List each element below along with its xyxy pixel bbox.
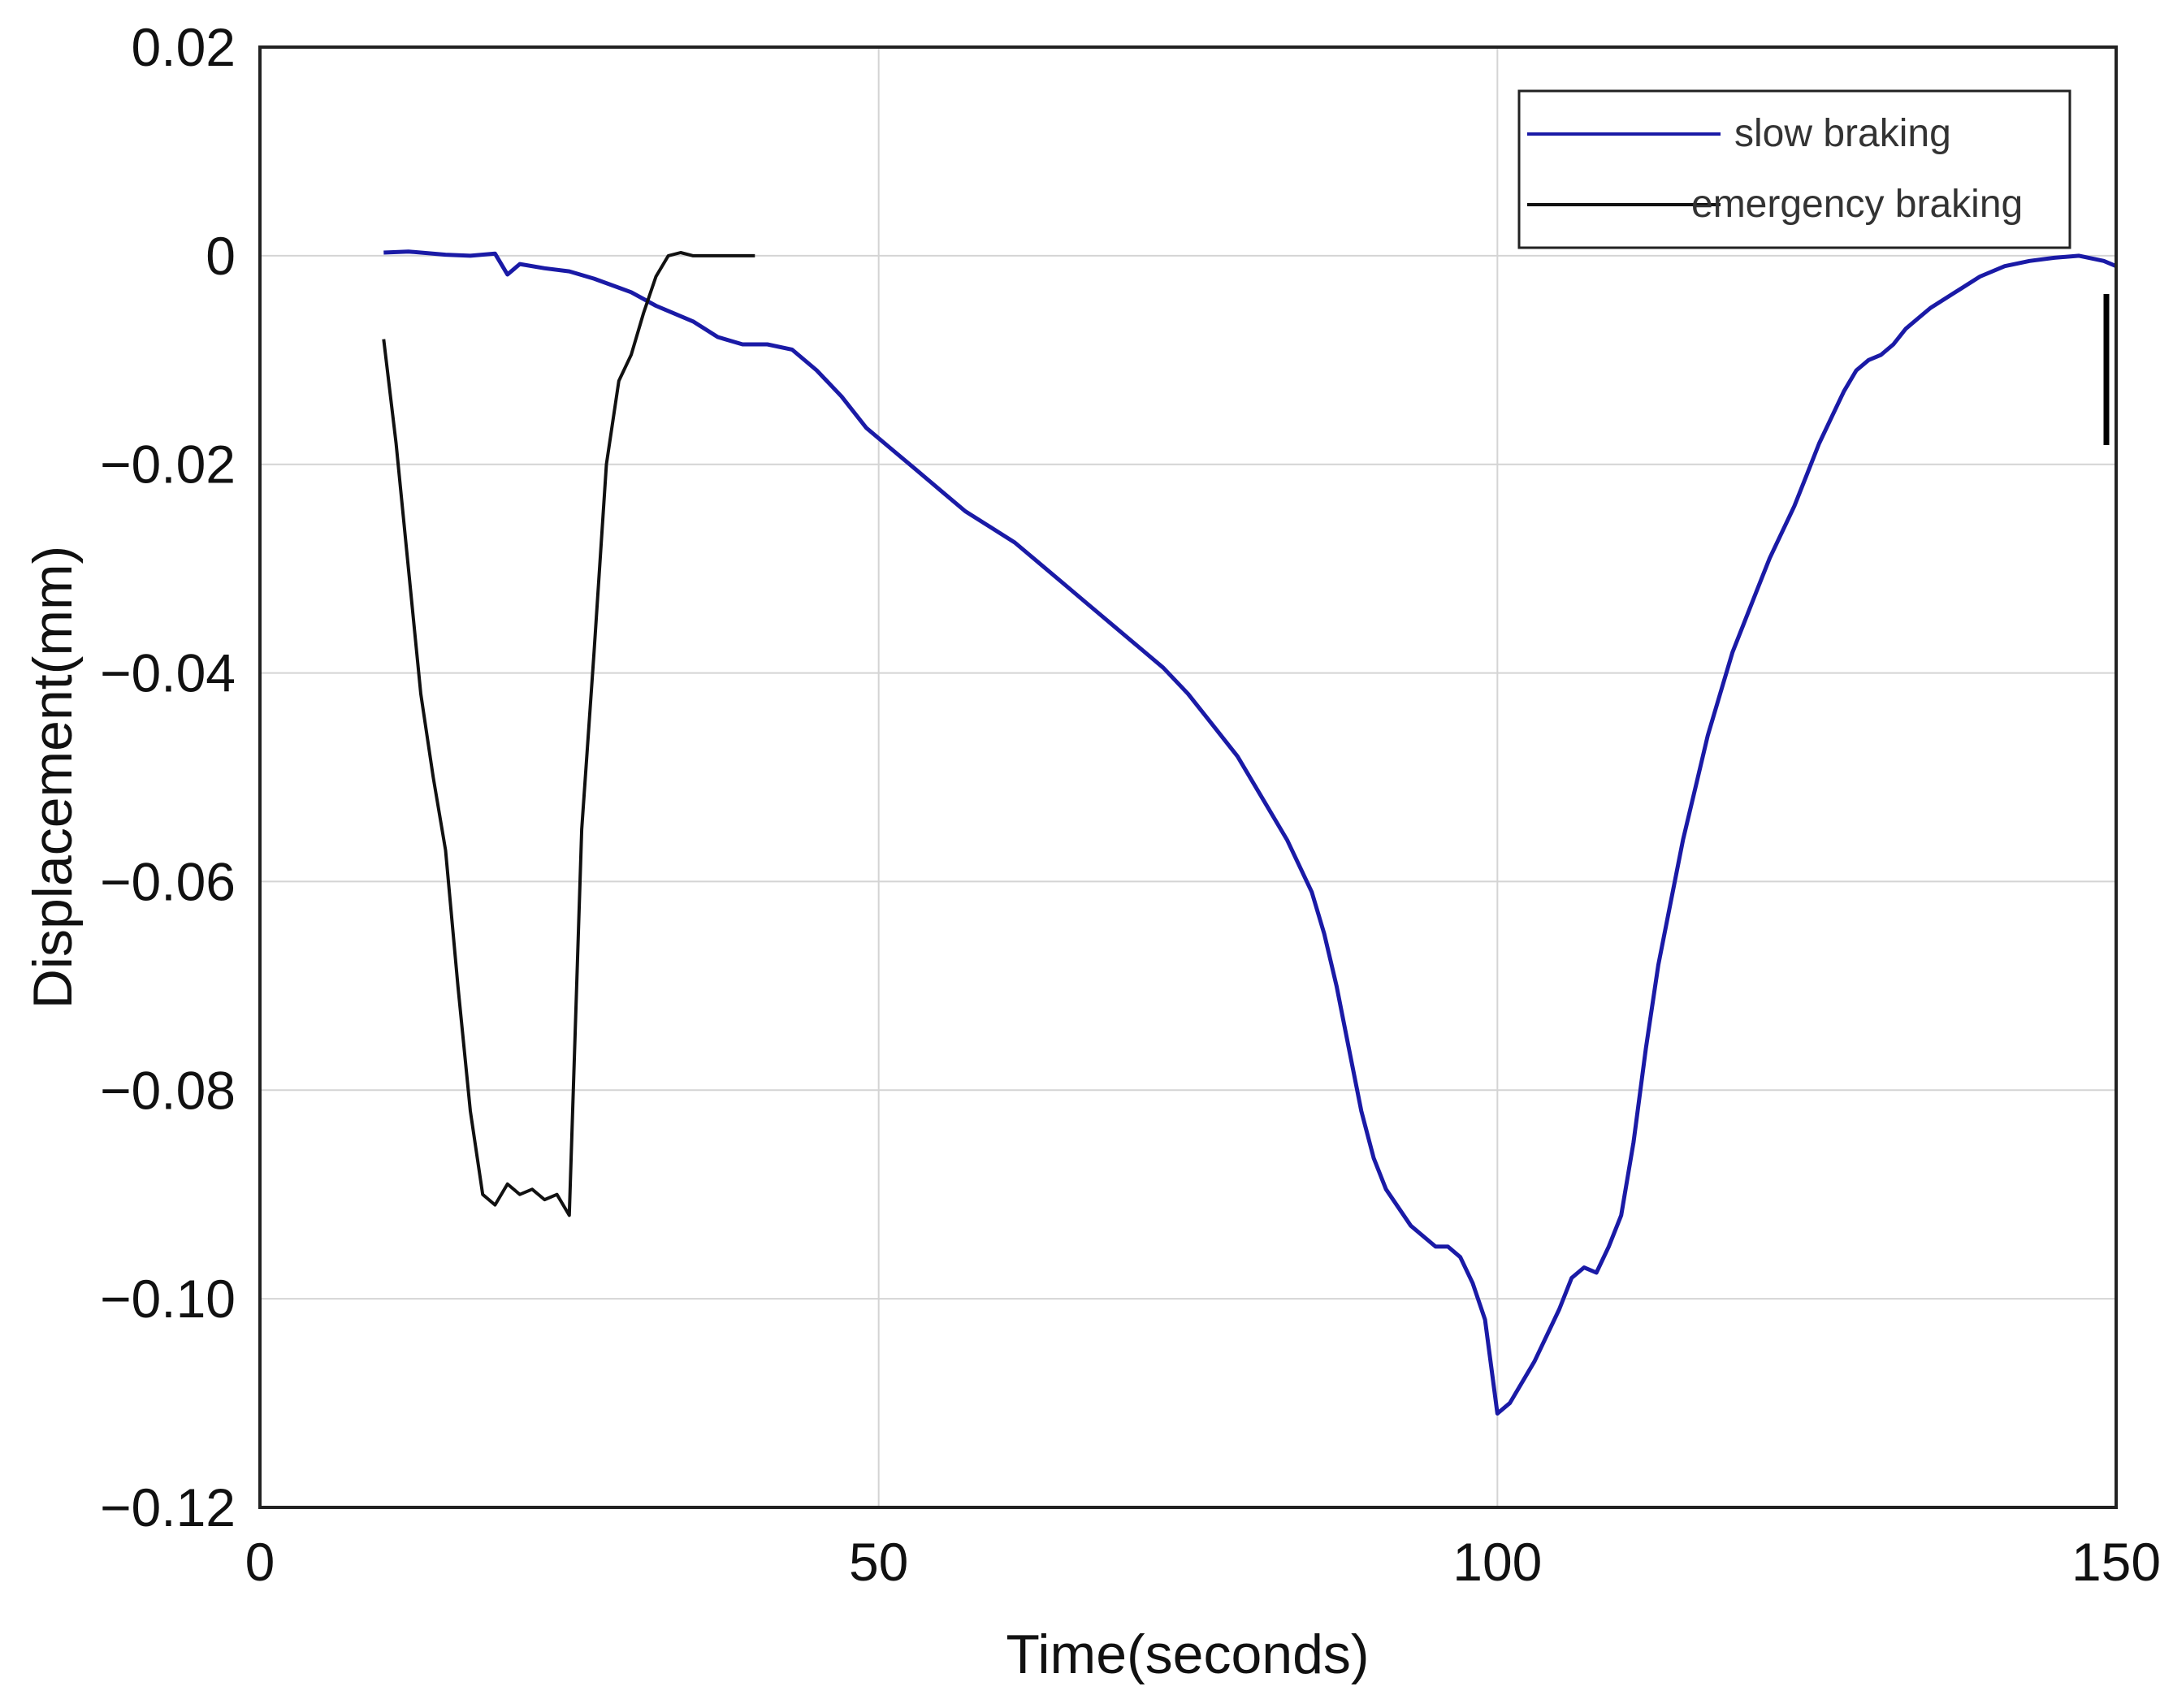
x-axis-title: Time(seconds): [1006, 1624, 1369, 1685]
x-tick-label: 150: [2071, 1532, 2161, 1592]
series-lines: [382, 249, 2117, 1416]
series-line-slow-braking: [383, 249, 2117, 1416]
y-tick-label: −0.10: [100, 1269, 236, 1329]
y-tick-label: −0.02: [100, 435, 236, 495]
y-axis-title: Displacement(mm): [22, 546, 84, 1010]
legend-label-slow-braking: slow braking: [1734, 112, 1951, 155]
x-tick-label: 0: [245, 1532, 275, 1592]
series-line-emergency-braking: [382, 251, 755, 1217]
legend-box: [1517, 89, 2071, 249]
y-tick-label: −0.08: [100, 1060, 236, 1120]
y-tick-label: −0.06: [100, 851, 236, 911]
plot-frame: [258, 45, 2118, 1509]
y-tick-label: 0: [206, 226, 236, 286]
x-tick-label: 50: [849, 1532, 908, 1592]
y-tick-label: 0.02: [132, 17, 236, 77]
legend: slow braking emergency braking: [1517, 89, 2071, 249]
x-tick-label: 100: [1452, 1532, 1542, 1592]
tick-labels: 0 50 100 150 0.02 0 −0.02 −0.04 −0.06 −0.08 −0.10 −…: [100, 17, 2161, 1592]
plot-background: [260, 47, 2116, 1507]
y-tick-label: −0.12: [100, 1477, 236, 1537]
y-tick-label: −0.04: [100, 643, 236, 703]
gridlines: [260, 47, 2116, 1507]
legend-label-emergency-braking: emergency braking: [1691, 183, 2023, 226]
